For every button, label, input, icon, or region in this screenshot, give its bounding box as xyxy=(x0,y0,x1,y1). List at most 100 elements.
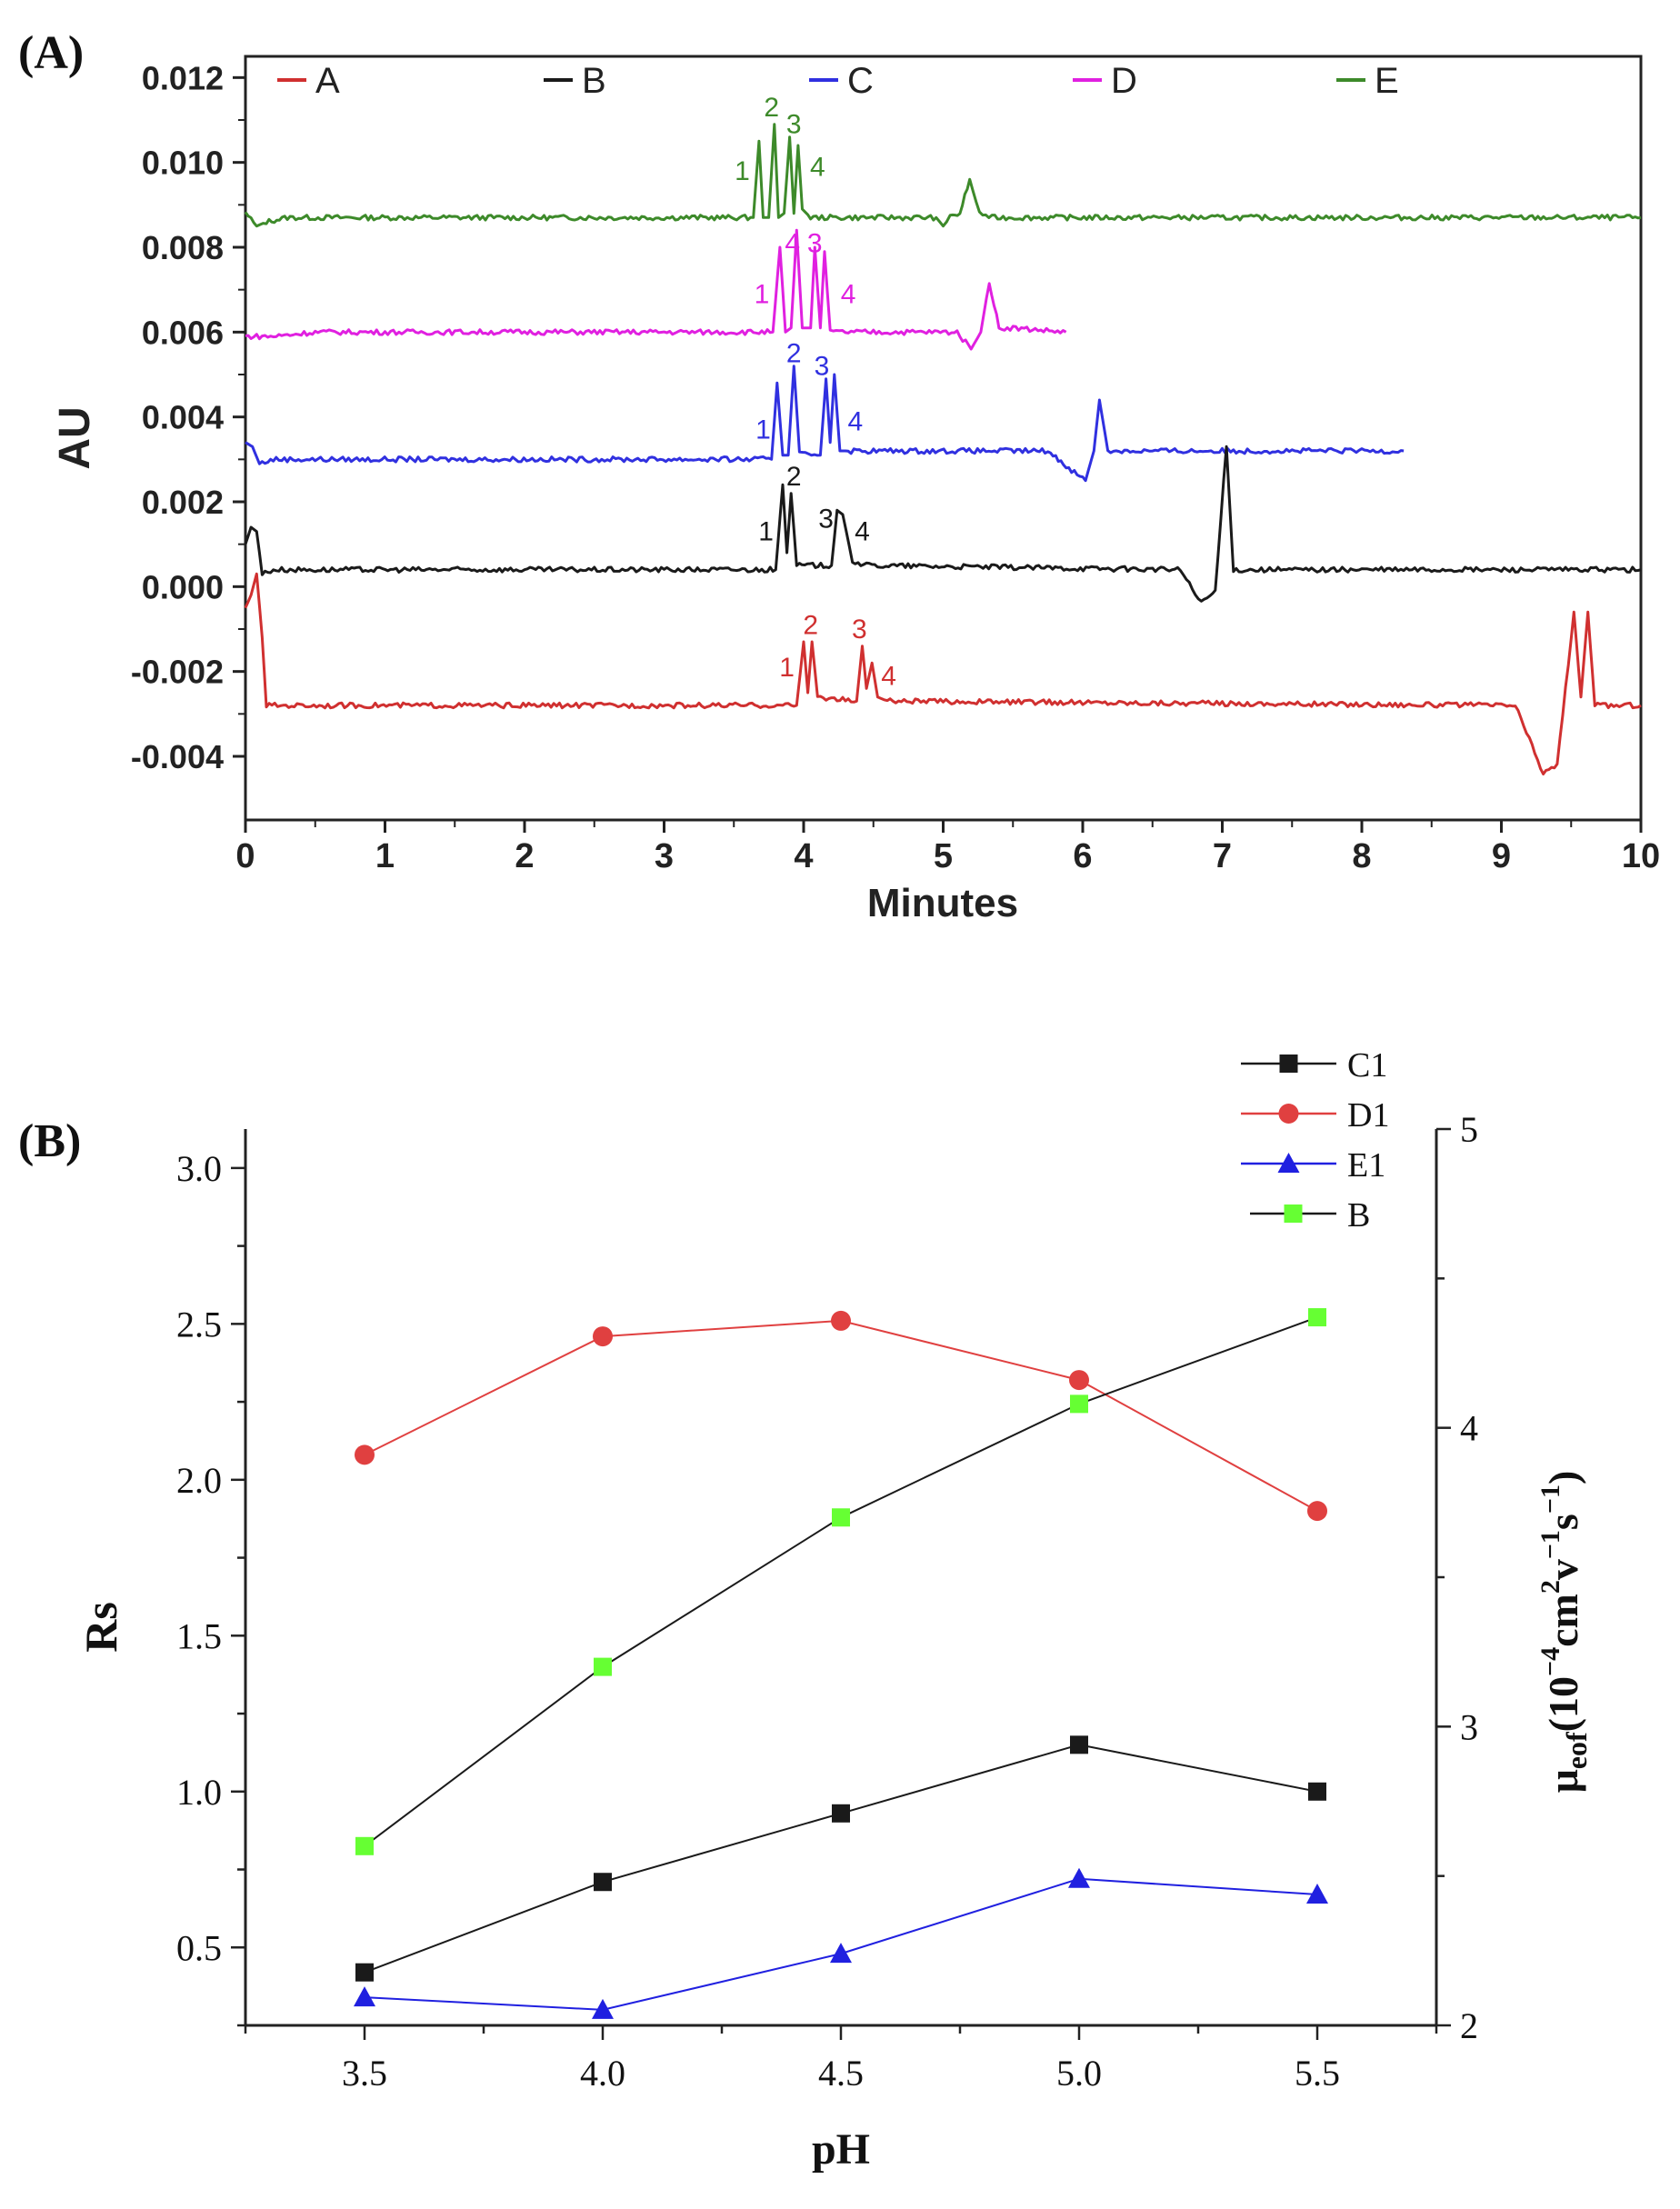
legend-item-C: C xyxy=(809,61,874,101)
data-point-E1 xyxy=(592,1998,614,2019)
panel-b-y-axis-title: Rs xyxy=(75,1602,126,1653)
panel-b-label: (B) xyxy=(18,1115,81,1167)
unit-exp-1: −4 xyxy=(1535,1647,1565,1676)
mu-symbol: μ xyxy=(1540,1769,1586,1793)
peak-label-D: 1 xyxy=(755,279,770,309)
data-point-E1 xyxy=(1306,1883,1328,1904)
data-point-C1 xyxy=(594,1873,612,1892)
data-point-C1 xyxy=(1308,1782,1326,1801)
legend-label: E xyxy=(1375,61,1399,101)
unit-exp-3: −1 xyxy=(1535,1530,1565,1559)
legend-label: A xyxy=(315,61,340,101)
data-point-C1 xyxy=(1070,1735,1088,1754)
x-tick-label: 4.5 xyxy=(818,2053,864,2094)
legend-label: B xyxy=(582,61,606,101)
panel-a-x-axis-title: Minutes xyxy=(867,881,1018,925)
trace-D xyxy=(245,228,1067,351)
x-tick-label: 6 xyxy=(1073,837,1092,875)
peak-label-A: 2 xyxy=(803,610,818,640)
peak-label-C: 3 xyxy=(815,352,830,382)
x-tick-label: 5.5 xyxy=(1295,2053,1340,2094)
legend-item-D1: D1 xyxy=(1241,1096,1389,1134)
panel-a-y-tick-labels: -0.004 -0.002 0.000 0.002 0.004 0.006 0.008 0.0… xyxy=(131,59,224,775)
peak-label-E: 1 xyxy=(735,156,750,186)
mu-subscript: eof xyxy=(1560,1732,1593,1769)
x-tick-label: 0 xyxy=(235,837,255,875)
y-right-tick-label: 3 xyxy=(1460,1706,1478,1747)
peak-label-A: 3 xyxy=(852,615,867,645)
unit-exp-4: −1 xyxy=(1535,1484,1565,1514)
legend-label: B xyxy=(1347,1196,1370,1234)
y-tick-label: 0.012 xyxy=(142,59,224,96)
y-tick-label: 0.002 xyxy=(142,484,224,521)
x-tick-label: 5 xyxy=(934,837,953,875)
data-point-D1 xyxy=(1069,1370,1089,1391)
legend-label: D1 xyxy=(1347,1096,1389,1134)
series-line-D1 xyxy=(364,1319,1318,1512)
panel-a-label: (A) xyxy=(18,27,84,79)
unit-close: ) xyxy=(1540,1471,1586,1484)
unit-open: (10 xyxy=(1540,1676,1586,1732)
y-right-tick-label: 4 xyxy=(1460,1408,1478,1449)
data-point-B xyxy=(1308,1308,1326,1327)
legend-label: E1 xyxy=(1347,1146,1385,1184)
data-point-B xyxy=(594,1657,612,1676)
peak-label-C: 2 xyxy=(786,339,802,369)
x-tick-label: 7 xyxy=(1213,837,1232,875)
panel-b-x-axis-title: pH xyxy=(812,2125,870,2174)
peak-label-E: 3 xyxy=(786,110,802,140)
panel-a-x-tick-labels: 0 1 2 3 4 5 6 7 8 9 10 xyxy=(235,837,1660,875)
y-tick-label: 0.008 xyxy=(142,229,224,266)
y-right-tick-label: 5 xyxy=(1460,1109,1478,1150)
legend-marker xyxy=(1277,1153,1300,1173)
panel-a-legend: A B C D E xyxy=(277,61,1399,101)
x-tick-label: 1 xyxy=(375,837,395,875)
peak-label-B: 2 xyxy=(786,462,802,492)
series-line-B xyxy=(364,1316,1318,1847)
data-point-D1 xyxy=(593,1326,613,1347)
data-point-B xyxy=(1070,1394,1088,1414)
panel-b-right-y-axis-title: μeof(10−4cm2v−1s−1) xyxy=(1535,1471,1593,1794)
data-point-D1 xyxy=(831,1310,851,1331)
legend-label: C xyxy=(847,61,874,101)
panel-b-y-tick-labels: 0.5 1.0 1.5 2.0 2.5 3.0 xyxy=(176,1148,222,1968)
panel-b-right-y-tick-labels: 2 3 4 5 xyxy=(1460,1109,1478,2046)
legend-marker xyxy=(1279,1055,1298,1073)
peak-label-A: 1 xyxy=(779,653,795,683)
y-tick-label: 3.0 xyxy=(176,1148,222,1189)
series-D1 xyxy=(355,1310,1327,1522)
peak-label-B: 4 xyxy=(855,517,870,547)
y-tick-label: 0.006 xyxy=(142,314,224,351)
data-point-C1 xyxy=(832,1804,850,1823)
y-tick-label: -0.004 xyxy=(131,738,224,775)
x-tick-label: 9 xyxy=(1492,837,1511,875)
legend-item-A: A xyxy=(277,61,340,101)
y-tick-label: 0.010 xyxy=(142,145,224,182)
y-tick-label: 0.000 xyxy=(142,568,224,605)
legend-label: D xyxy=(1111,61,1137,101)
data-point-C1 xyxy=(355,1963,374,1982)
series-E1 xyxy=(354,1867,1328,2019)
series-C1 xyxy=(355,1735,1326,1982)
peak-label-B: 3 xyxy=(818,505,834,535)
data-point-D1 xyxy=(1307,1501,1327,1522)
legend-item-E: E xyxy=(1336,61,1399,101)
peak-label-A: 4 xyxy=(881,661,896,691)
peak-label-E: 4 xyxy=(810,152,825,182)
peak-label-B: 1 xyxy=(758,517,774,547)
peak-label-C: 4 xyxy=(847,406,863,436)
x-tick-label: 5.0 xyxy=(1056,2053,1102,2094)
data-point-E1 xyxy=(1068,1867,1090,1888)
y-tick-label: 1.0 xyxy=(176,1772,222,1813)
unit-exp-2: 2 xyxy=(1535,1580,1565,1594)
y-tick-label: -0.002 xyxy=(131,654,224,691)
y-tick-label: 2.5 xyxy=(176,1304,222,1344)
legend-marker xyxy=(1278,1104,1299,1124)
panel-b-series xyxy=(354,1308,1328,2019)
x-tick-label: 4.0 xyxy=(580,2053,625,2094)
peak-label-E: 2 xyxy=(764,93,779,123)
x-tick-label: 3.5 xyxy=(342,2053,387,2094)
trace-E xyxy=(244,123,1642,228)
